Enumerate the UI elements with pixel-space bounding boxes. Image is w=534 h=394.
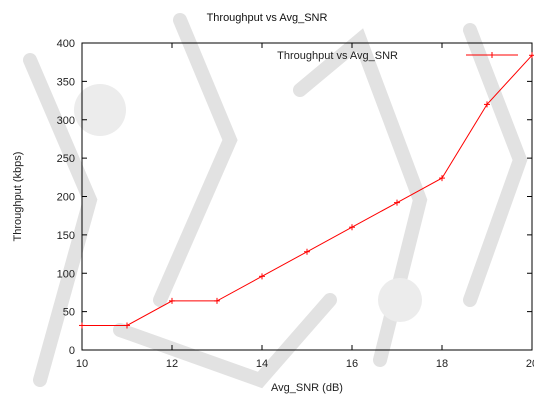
data-point <box>529 52 534 59</box>
y-tick-label: 150 <box>57 230 75 242</box>
y-tick-label: 400 <box>57 38 75 50</box>
x-tick-label: 14 <box>256 358 268 370</box>
y-tick-label: 50 <box>63 307 75 319</box>
legend-label: Throughput vs Avg_SNR <box>277 50 398 62</box>
legend: Throughput vs Avg_SNR <box>277 50 518 62</box>
data-point <box>484 101 490 108</box>
y-tick-label: 0 <box>69 345 75 357</box>
x-tick-label: 12 <box>166 358 178 370</box>
legend-marker <box>489 52 495 58</box>
y-axis: 0 50 100 150 200 250 300 350 400 <box>57 38 532 357</box>
data-point <box>349 224 355 231</box>
data-point <box>79 322 85 329</box>
x-tick-label: 18 <box>436 358 448 370</box>
data-point <box>394 199 400 206</box>
data-point <box>259 273 265 280</box>
y-tick-label: 100 <box>57 268 75 280</box>
x-axis-label: Avg_SNR (dB) <box>271 382 343 394</box>
data-point <box>439 175 445 182</box>
y-axis-label: Throughput (kbps) <box>12 152 24 242</box>
y-tick-label: 200 <box>57 192 75 204</box>
data-point <box>124 322 130 329</box>
data-point <box>304 248 310 255</box>
chart-title: Throughput vs Avg_SNR <box>207 12 328 24</box>
x-tick-label: 16 <box>346 358 358 370</box>
series-layer <box>79 52 534 329</box>
y-tick-label: 350 <box>57 76 75 88</box>
plot-frame <box>81 42 533 351</box>
data-point <box>169 297 175 304</box>
x-tick-label: 10 <box>76 358 88 370</box>
x-tick-label: 20 <box>526 358 534 370</box>
series-line <box>82 54 533 326</box>
y-tick-label: 300 <box>57 115 75 127</box>
y-tick-label: 250 <box>57 153 75 165</box>
x-axis: 10 12 14 16 18 20 <box>76 43 534 370</box>
data-point <box>214 297 220 304</box>
